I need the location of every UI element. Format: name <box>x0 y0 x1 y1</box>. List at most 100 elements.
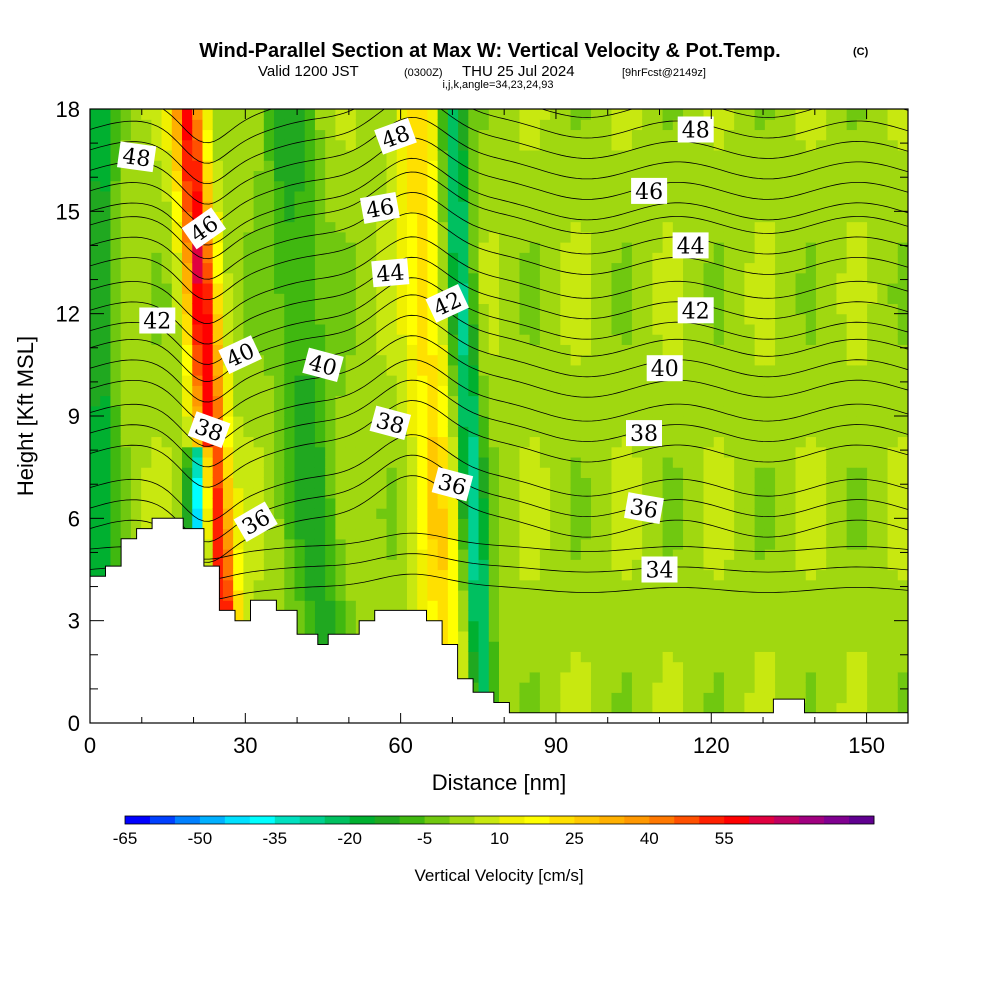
heatmap-cell <box>345 201 357 212</box>
heatmap-cell <box>867 702 878 714</box>
heatmap-cell <box>775 313 786 325</box>
heatmap-cell <box>846 579 858 591</box>
heatmap-cell <box>396 559 408 571</box>
heatmap-cell <box>345 190 357 202</box>
heatmap-cell <box>100 354 112 366</box>
heatmap-cell <box>110 456 122 468</box>
heatmap-cell <box>488 149 500 161</box>
heatmap-cell <box>263 160 275 171</box>
heatmap-cell <box>468 538 480 550</box>
heatmap-cell <box>447 129 459 141</box>
heatmap-cell <box>468 201 480 212</box>
heatmap-cell <box>662 600 674 612</box>
heatmap-cell <box>274 487 285 499</box>
heatmap-cell <box>325 446 336 458</box>
heatmap-cell <box>693 579 705 591</box>
heatmap-cell <box>723 180 735 192</box>
heatmap-cell <box>621 579 633 591</box>
heatmap-cell <box>805 354 817 366</box>
heatmap-cell <box>550 477 561 489</box>
heatmap-cell <box>376 170 388 182</box>
heatmap-cell <box>621 129 633 141</box>
heatmap-cell <box>355 262 367 274</box>
terrain-outline <box>90 517 908 714</box>
heatmap-cell <box>519 579 531 591</box>
heatmap-cell <box>325 129 336 141</box>
heatmap-cell <box>406 497 418 509</box>
heatmap-cell <box>314 426 326 438</box>
heatmap-cell <box>877 589 889 601</box>
heatmap-cell <box>314 579 326 591</box>
contour-label: 34 <box>641 556 678 584</box>
contour-label: 44 <box>371 258 410 288</box>
heatmap-cell <box>775 272 786 284</box>
heatmap-cell <box>488 436 500 448</box>
heatmap-cell <box>458 170 469 182</box>
heatmap-cell <box>805 262 817 274</box>
heatmap-cell <box>529 682 541 693</box>
heatmap-cell <box>253 549 265 560</box>
heatmap-cell <box>539 671 551 683</box>
heatmap-cell <box>366 549 377 560</box>
heatmap-cell <box>887 518 899 530</box>
heatmap-cell <box>662 630 674 642</box>
heatmap-cell <box>417 416 429 427</box>
heatmap-cell <box>120 323 132 335</box>
heatmap-cell <box>478 405 490 417</box>
heatmap-cell <box>867 477 878 489</box>
heatmap-cell <box>458 231 469 243</box>
heatmap-cell <box>263 149 275 161</box>
heatmap-cell <box>611 569 623 581</box>
heatmap-cell <box>355 467 367 478</box>
heatmap-cell <box>591 160 602 171</box>
heatmap-cell <box>764 426 776 438</box>
heatmap-cell <box>222 600 234 612</box>
heatmap-cell <box>683 630 694 642</box>
heatmap-cell <box>529 221 541 233</box>
heatmap-cell <box>294 190 306 202</box>
heatmap-cell <box>887 354 899 366</box>
x-axis-title: Distance [nm] <box>432 770 567 795</box>
heatmap-cell <box>396 364 408 376</box>
heatmap-cell <box>488 589 500 601</box>
heatmap-cell <box>754 692 766 704</box>
heatmap-cell <box>672 671 684 683</box>
heatmap-cell <box>345 487 357 499</box>
heatmap-cell <box>621 589 633 601</box>
heatmap-cell <box>141 436 152 448</box>
heatmap-cell <box>560 651 572 663</box>
heatmap-cell <box>458 211 469 223</box>
heatmap-cell <box>325 282 336 294</box>
heatmap-cell <box>815 641 827 652</box>
heatmap-cell <box>570 180 582 192</box>
heatmap-cell <box>754 231 766 243</box>
heatmap-cell <box>110 221 122 233</box>
heatmap-cell <box>427 364 439 376</box>
heatmap-cell <box>488 528 500 540</box>
heatmap-cell <box>734 231 745 243</box>
heatmap-cell <box>243 303 255 315</box>
contour-label-bg <box>677 297 714 324</box>
heatmap-cell <box>325 589 336 601</box>
heatmap-cell <box>284 354 296 366</box>
heatmap-cell <box>836 416 848 427</box>
heatmap-cell <box>233 242 244 253</box>
heatmap-cell <box>846 282 858 294</box>
heatmap-cell <box>642 477 653 489</box>
heatmap-cell <box>713 221 725 233</box>
heatmap-cell <box>110 487 122 499</box>
heatmap-cell <box>499 467 510 478</box>
heatmap-cell <box>386 579 398 591</box>
heatmap-cell <box>887 508 899 519</box>
heatmap-cell <box>805 416 817 427</box>
heatmap-cell <box>846 528 858 540</box>
heatmap-cell <box>304 375 316 386</box>
heatmap-cell <box>100 477 112 489</box>
heatmap-cell <box>253 272 265 284</box>
heatmap-cell <box>611 119 623 131</box>
heatmap-cell <box>836 282 848 294</box>
heatmap-cell <box>570 385 582 397</box>
heatmap-cell <box>171 416 183 427</box>
heatmap-cell <box>744 661 756 673</box>
heatmap-cell <box>406 364 418 376</box>
